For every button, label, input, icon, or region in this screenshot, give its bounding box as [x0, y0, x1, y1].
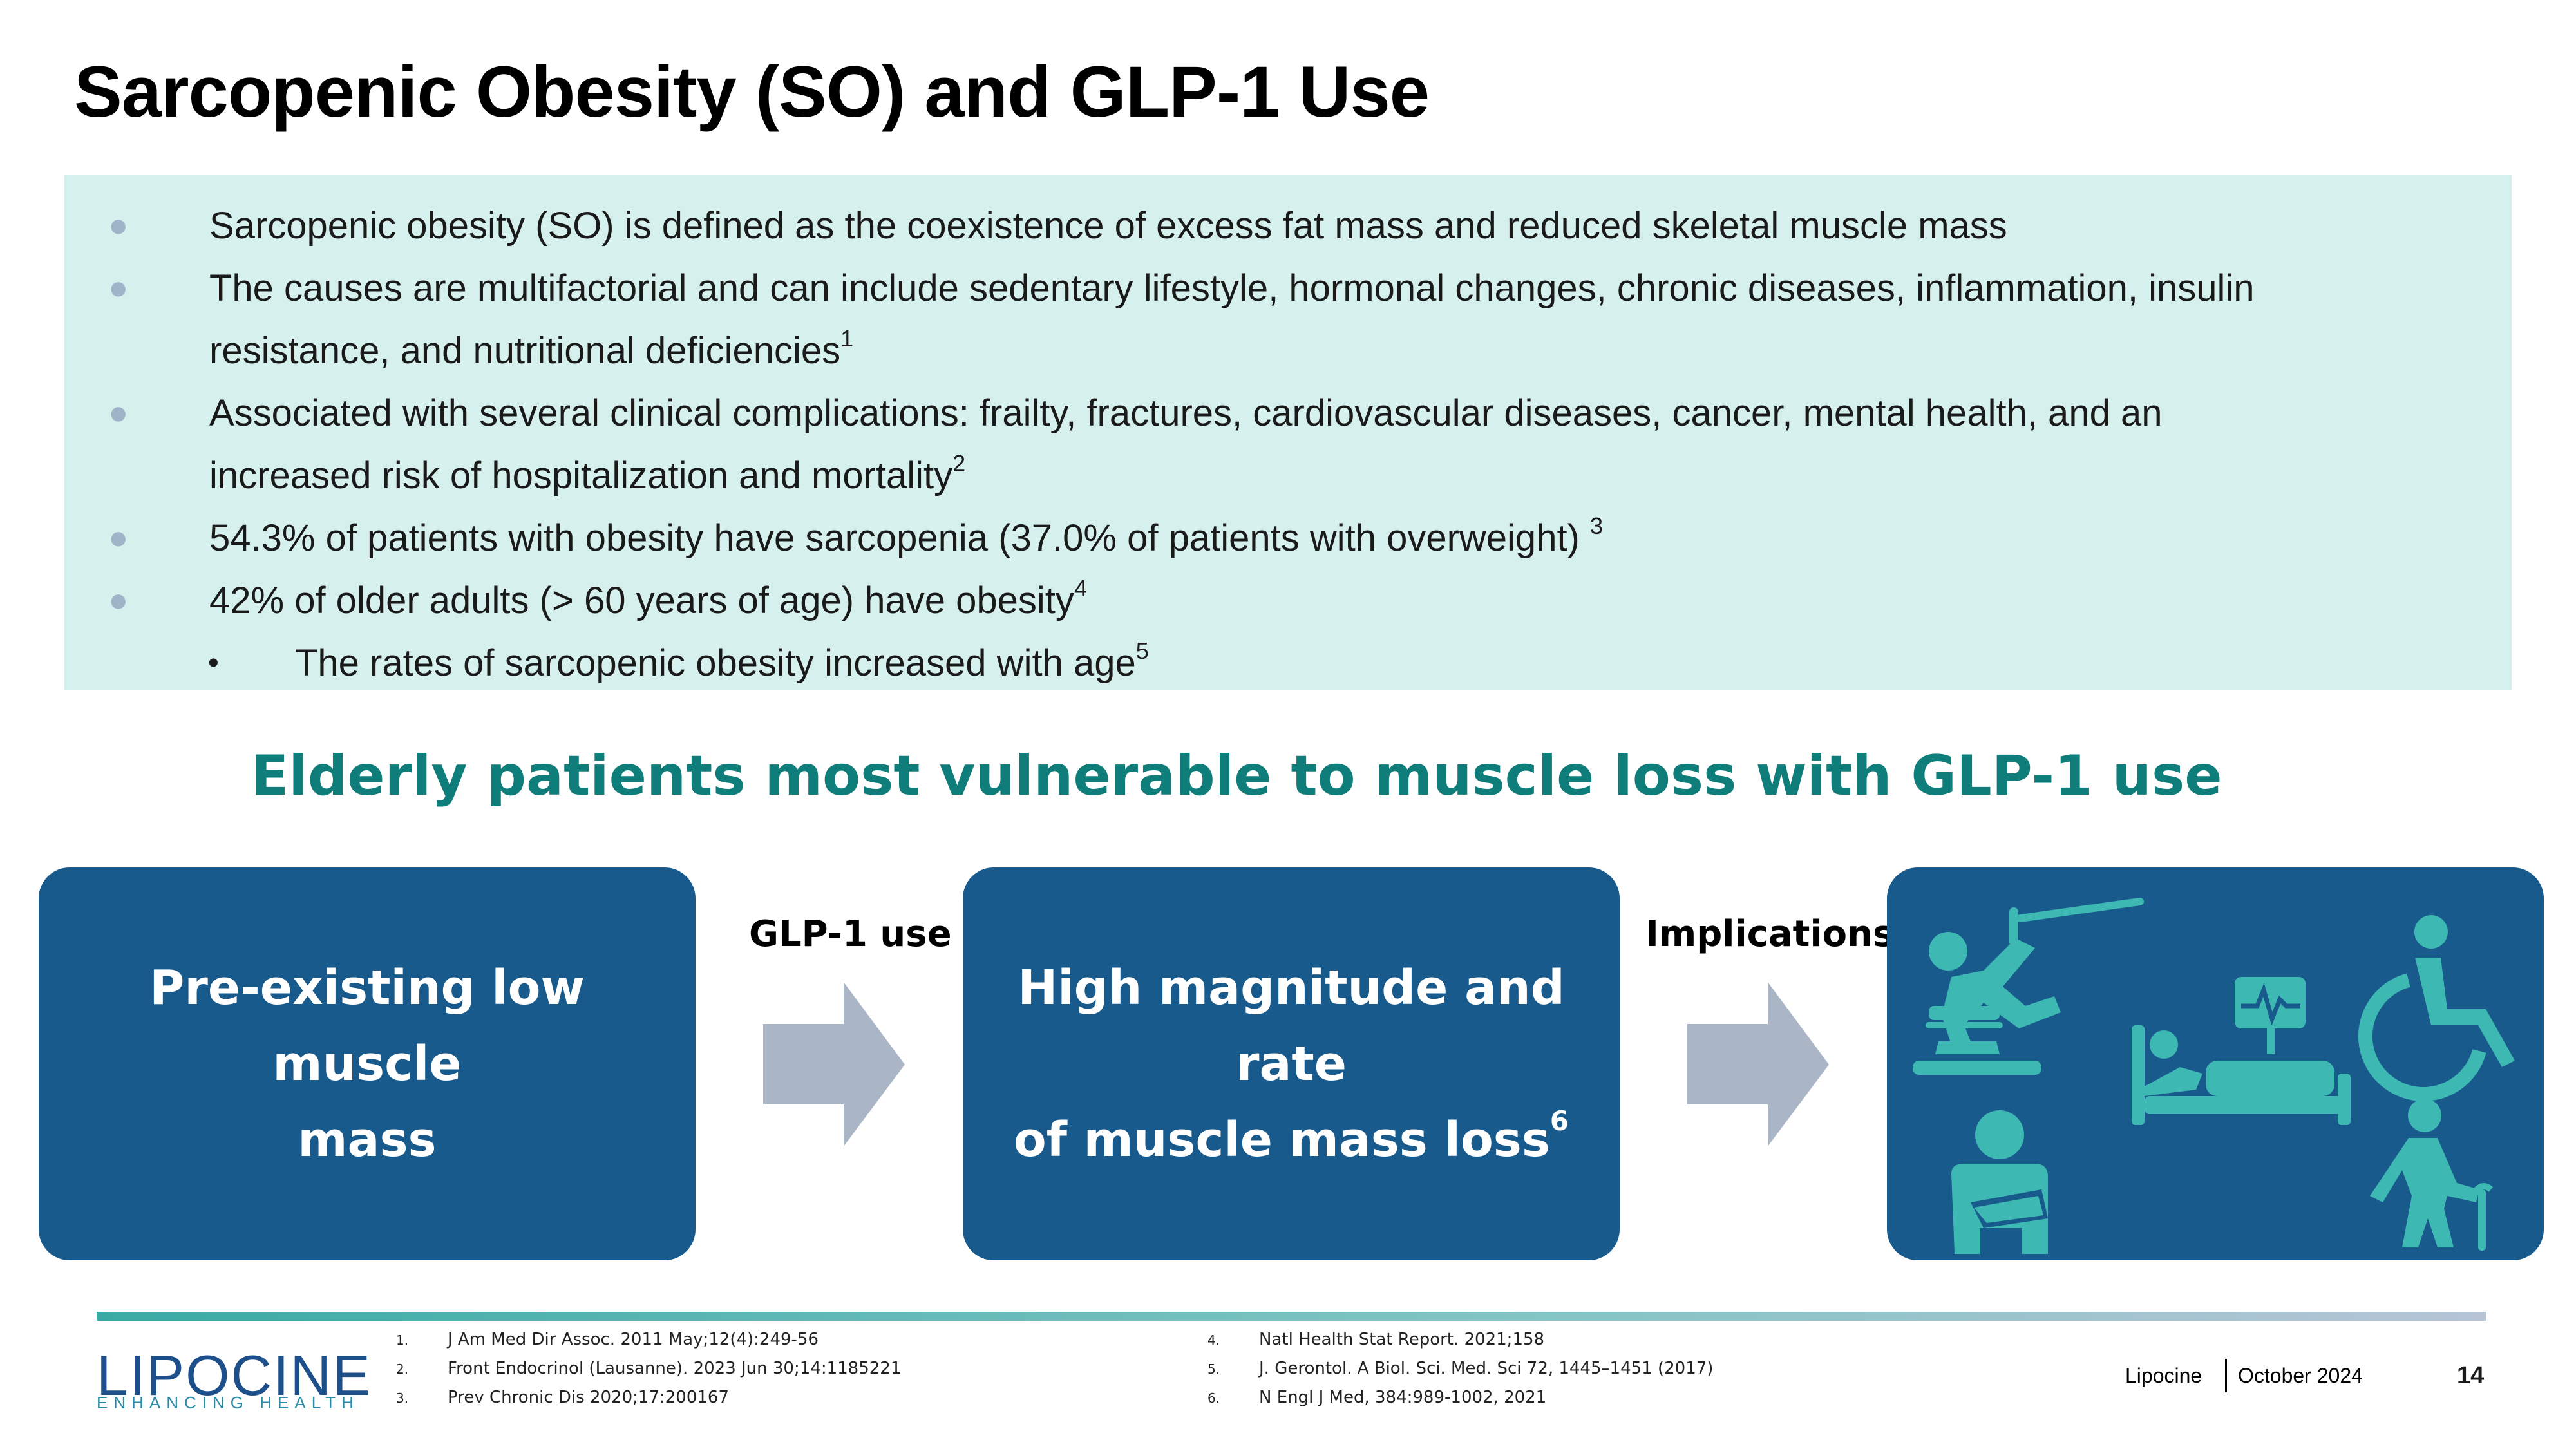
sub-bullet-dot-icon: • [208, 646, 219, 680]
bullet-item: ● 54.3% of patients with obesity have sar… [90, 507, 2486, 569]
reference-text: Prev Chronic Dis 2020;17:200167 [448, 1388, 729, 1407]
right-arrow-icon [1687, 982, 1829, 1146]
wheelchair-icon [2358, 915, 2515, 1102]
implications-icon-card [1887, 867, 2544, 1260]
card-text-line: mass [298, 1112, 437, 1168]
footer-divider-rule [97, 1312, 2486, 1321]
glp1-use-label: GLP-1 use [749, 913, 952, 955]
citation-superscript: 4 [1074, 575, 1087, 601]
bullet-text: 42% of older adults (> 60 years of age) … [209, 580, 1074, 621]
fall-icon [1913, 897, 2145, 1075]
bullet-item: ● The causes are multifactorial and can i… [90, 257, 2486, 319]
reference-number: 4. [1208, 1332, 1220, 1348]
citation-superscript: 6 [1549, 1105, 1569, 1137]
pre-existing-muscle-card: Pre-existing low muscle mass [39, 867, 696, 1260]
bullet-dot-icon: ● [108, 394, 129, 431]
bullet-dot-icon: ● [108, 207, 129, 244]
bullet-text: resistance, and nutritional deficiencies [209, 330, 841, 372]
card-text-span: of muscle mass loss [1013, 1112, 1550, 1168]
hospital-bed-icon [2132, 977, 2351, 1125]
footer-date: October 2024 [2238, 1364, 2363, 1387]
reference-text: J Am Med Dir Assoc. 2011 May;12(4):249-5… [448, 1330, 819, 1349]
bullet-dot-icon: ● [108, 519, 129, 556]
sub-bullet-item: • The rates of sarcopenic obesity increas… [90, 632, 2486, 694]
bullet-text: Associated with several clinical complic… [209, 392, 2163, 434]
section-subheading: Elderly patients most vulnerable to musc… [251, 744, 2222, 808]
logo-tagline: ENHANCING HEALTH [97, 1393, 359, 1412]
page-number: 14 [2457, 1362, 2485, 1389]
reference-text: N Engl J Med, 384:989-1002, 2021 [1259, 1388, 1547, 1407]
implications-label: Implications [1645, 913, 1895, 955]
company-logo: LIPOCINE [97, 1343, 372, 1407]
reference-number: 1. [396, 1332, 409, 1348]
bullet-text: The causes are multifactorial and can in… [209, 267, 2255, 309]
footer-separator [2225, 1359, 2227, 1392]
bullet-text: 54.3% of patients with obesity have sarc… [209, 517, 1590, 559]
reference-number: 2. [396, 1361, 409, 1377]
arm-sling-icon [1951, 1110, 2048, 1254]
reference-text: Natl Health Stat Report. 2021;158 [1259, 1330, 1545, 1349]
muscle-loss-card: High magnitude and rate of muscle mass l… [963, 867, 1620, 1260]
citation-superscript: 3 [1590, 513, 1604, 539]
implications-icons [1913, 897, 2515, 1254]
bullet-item: ● 42% of older adults (> 60 years of age)… [90, 569, 2486, 632]
citation-superscript: 5 [1135, 638, 1149, 664]
bullet-text: increased risk of hospitalization and mo… [209, 455, 953, 497]
bullet-continuation: increased risk of hospitalization and mo… [90, 444, 2486, 507]
bullet-continuation: resistance, and nutritional deficiencies… [90, 319, 2486, 382]
elderly-walking-cane-icon [2370, 1099, 2494, 1251]
card-text-line: Pre-existing low muscle [149, 960, 585, 1092]
card-text-line: of muscle mass loss6 [995, 1102, 1587, 1178]
bullet-text: Sarcopenic obesity (SO) is defined as th… [209, 205, 2007, 247]
definition-bullet-box: ● Sarcopenic obesity (SO) is defined as t… [64, 175, 2512, 690]
bullet-dot-icon: ● [108, 582, 129, 619]
reference-number: 6. [1208, 1390, 1220, 1406]
bullet-dot-icon: ● [108, 269, 129, 307]
reference-number: 3. [396, 1390, 409, 1406]
citation-superscript: 2 [952, 450, 966, 477]
reference-text: J. Gerontol. A Biol. Sci. Med. Sci 72, 1… [1259, 1359, 1714, 1378]
reference-text: Front Endocrinol (Lausanne). 2023 Jun 30… [448, 1359, 902, 1378]
card-text-line: High magnitude and rate [1018, 960, 1565, 1092]
right-arrow-icon [763, 982, 905, 1146]
reference-number: 5. [1208, 1361, 1220, 1377]
bullet-item: ● Associated with several clinical compli… [90, 382, 2486, 444]
bullet-text: The rates of sarcopenic obesity increase… [295, 642, 1136, 684]
footer-company: Lipocine [2125, 1364, 2202, 1387]
bullet-item: ● Sarcopenic obesity (SO) is defined as t… [90, 194, 2486, 257]
citation-superscript: 1 [840, 325, 854, 352]
slide-title: Sarcopenic Obesity (SO) and GLP-1 Use [74, 52, 1430, 132]
